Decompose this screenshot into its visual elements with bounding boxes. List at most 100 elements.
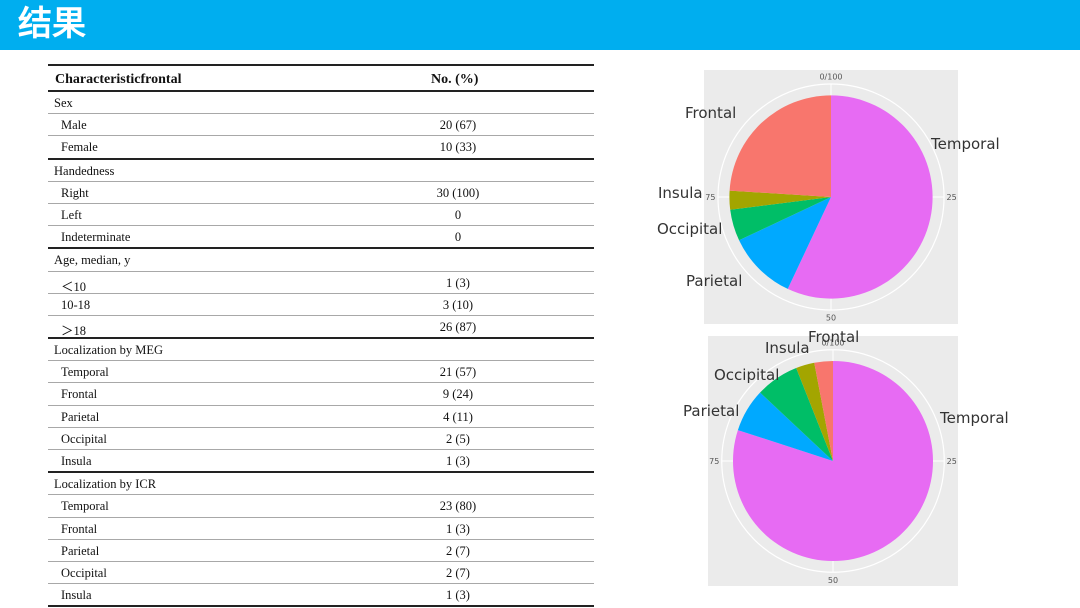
tick-label: 50 [828,576,838,585]
pie-label-frontal: Frontal [685,104,737,122]
row-label: ＞18 [61,323,87,338]
pie-slice-insula [796,362,833,461]
row-value: 1 (3) [446,275,470,290]
table-row: ＞18 26 (87) [48,316,594,340]
pie-label-insula: Insula [765,339,810,357]
pie-slice-occipital [760,368,833,461]
row-value: 20 (67) [439,118,477,133]
tick-label: 75 [705,193,715,202]
pie-slice-insula [729,190,831,210]
pie-label-temporal: Temporal [940,409,1009,427]
row-value: 1 (3) [446,588,470,603]
table-group-row: Localization by MEG [48,339,594,362]
tick-label: 25 [947,193,957,202]
pie-slice-occipital [730,197,831,241]
row-value: 2 (5) [446,431,470,446]
row-value: 23 (80) [439,499,477,514]
group-label: Handedness [54,163,115,178]
group-label: Sex [54,96,73,110]
pie-label-temporal: Temporal [931,135,1000,153]
row-label: 10-18 [61,297,91,312]
table-row: Female 10 (33) [48,136,594,160]
column-header-count: No. (%) [431,72,479,87]
table-row: Temporal 21 (57) [48,361,594,384]
pie-label-insula: Insula [658,184,703,202]
row-label: Frontal [61,521,98,536]
table-row: Left 0 [48,204,594,227]
pie-chart-icr: 0/100 25 50 75 [708,336,958,586]
row-value: 3 (10) [442,297,474,312]
tick-label: 50 [826,314,836,323]
group-label: Localization by ICR [54,477,157,492]
row-label: Female [61,140,98,155]
table-row: 10-18 3 (10) [48,294,594,316]
table-row: Insula 1 (3) [48,450,594,474]
characteristics-table: Characteristicfrontal No. (%) Sex Male 20 … [48,64,594,608]
row-value: 0 [454,207,462,222]
group-label: Localization by MEG [54,343,163,358]
row-label: Right [61,185,89,200]
pie-slice-temporal [787,95,933,299]
table-row: Parietal 2 (7) [48,540,594,562]
table-row: Frontal 1 (3) [48,518,594,540]
pie-label-parietal: Parietal [683,402,740,420]
pie-label-frontal: Frontal [808,328,860,346]
row-label: Insula [61,588,92,603]
row-value: 4 (11) [443,409,473,424]
table-row: ＜10 1 (3) [48,272,594,294]
row-value: 9 (24) [442,387,474,402]
table-row: Right 30 (100) [48,182,594,204]
table-row: Parietal 4 (11) [48,406,594,428]
pie-slice-frontal [729,95,831,197]
pie-slice-parietal [739,197,831,289]
table-group-row: Sex [48,92,594,115]
pie-chart-icr-svg: 0/100 25 50 75 [708,336,958,586]
row-label: Indeterminate [61,230,131,245]
table-group-row: Localization by ICR [48,473,594,496]
table-group-row: Handedness [48,160,594,182]
row-label: Parietal [61,409,100,424]
tick-label: 75 [709,457,719,466]
row-label: Frontal [61,387,98,402]
header-bar: 结果 [0,0,1080,50]
row-value: 10 (33) [439,140,477,155]
row-label: Occipital [61,431,107,446]
row-value: 30 (100) [436,185,480,200]
tick-label: 0/100 [819,72,842,81]
row-label: Left [61,207,82,222]
tick-label: 25 [947,457,957,466]
row-label: ＜10 [61,279,87,294]
row-label: Parietal [61,543,100,558]
group-label: Age, median, y [54,253,131,268]
row-label: Male [61,118,87,133]
pie-label-occipital: Occipital [657,220,723,238]
pie-chart-meg-svg: 0/100 25 50 75 [704,70,958,324]
tick-label: 0/100 [821,338,844,347]
row-value: 0 [454,230,462,245]
pie-label-parietal: Parietal [686,272,743,290]
table-row: Indeterminate 0 [48,226,594,250]
column-header-characteristic: Characteristicfrontal [55,72,182,87]
table-row: Frontal 9 (24) [48,383,594,406]
table-group-row: Age, median, y [48,249,594,272]
table-row: Temporal 23 (80) [48,495,594,518]
row-value: 21 (57) [439,365,477,380]
pie-slice-frontal [814,361,833,461]
table-body: Sex Male 20 (67) Female 10 (33) Handedness Rig… [48,92,594,608]
row-label: Temporal [61,365,109,380]
row-value: 2 (7) [446,543,470,558]
table-row: Male 20 (67) [48,114,594,137]
row-label: Temporal [61,499,109,514]
table-row: Occipital 2 (7) [48,562,594,585]
row-value: 1 (3) [446,454,470,468]
row-value: 1 (3) [446,521,470,536]
table-row: Occipital 2 (5) [48,428,594,450]
pie-chart-meg: 0/100 25 50 75 [704,70,958,324]
pie-slice-parietal [737,392,833,461]
table-row: Insula 1 (3) [48,584,594,608]
slide-title: 结果 [18,4,86,44]
row-value: 2 (7) [446,565,470,580]
row-label: Occipital [61,565,107,580]
row-label: Insula [61,454,92,468]
table-header: Characteristicfrontal No. (%) [48,66,594,92]
